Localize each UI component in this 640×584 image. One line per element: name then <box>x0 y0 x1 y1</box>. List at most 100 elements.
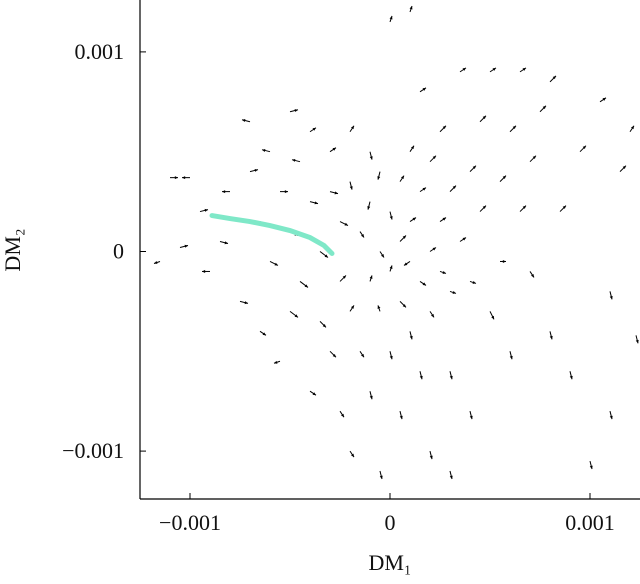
arrow-head <box>452 185 456 189</box>
arrow <box>559 205 567 212</box>
arrow-head <box>422 87 426 91</box>
arrow <box>329 147 337 153</box>
arrow-head <box>442 125 446 130</box>
arrow <box>409 145 415 152</box>
arrow-head <box>334 191 338 195</box>
arrow <box>609 411 613 420</box>
arrow-head <box>184 244 188 248</box>
arrow <box>291 158 301 163</box>
arrow-head <box>549 335 553 340</box>
arrow <box>500 259 506 263</box>
arrow <box>367 201 371 210</box>
arrow <box>349 305 355 312</box>
arrow <box>519 205 527 212</box>
arrow <box>635 335 639 344</box>
arrow <box>309 390 317 396</box>
arrow <box>619 165 627 173</box>
arrow <box>449 371 453 380</box>
arrow-head <box>482 205 486 209</box>
arrow <box>589 460 593 470</box>
arrow-head <box>304 284 308 288</box>
arrow-head <box>344 222 348 226</box>
arrow <box>182 176 190 180</box>
arrow-head <box>609 295 613 300</box>
arrow <box>429 450 433 460</box>
arrow <box>309 201 319 205</box>
arrow-head <box>340 413 344 418</box>
arrow-head <box>602 97 606 101</box>
x-tick-label: −0.001 <box>159 510 221 535</box>
arrow <box>369 391 373 400</box>
arrow-head <box>367 206 371 210</box>
arrow-head <box>389 355 393 360</box>
arrow-head <box>472 280 476 284</box>
arrow-head <box>294 109 298 113</box>
arrow-head <box>412 217 416 221</box>
arrow-head <box>369 156 373 160</box>
arrow <box>599 97 607 103</box>
arrow-head <box>380 254 384 258</box>
arrow <box>389 211 393 220</box>
arrow <box>319 321 327 328</box>
arrow <box>329 191 339 195</box>
arrow <box>429 155 437 163</box>
arrow-head <box>154 261 158 264</box>
arrow-head <box>399 415 403 420</box>
arrow <box>389 351 393 360</box>
arrow <box>369 275 373 282</box>
arrow <box>419 187 427 193</box>
arrow <box>377 171 381 180</box>
arrow-head <box>377 305 381 309</box>
arrow-head <box>452 290 456 294</box>
arrow-head <box>429 455 433 460</box>
arrow <box>379 251 385 258</box>
arrow <box>399 301 407 308</box>
arrow-head <box>402 235 406 239</box>
arrow-head <box>409 335 413 340</box>
arrow-head <box>332 353 336 358</box>
arrow <box>239 300 249 305</box>
arrow-head <box>422 282 426 286</box>
arrow <box>280 190 288 194</box>
x-tick-label: 0.001 <box>565 510 615 535</box>
arrow <box>339 410 345 418</box>
x-axis-label: DM₁ <box>368 550 411 575</box>
arrow <box>429 311 435 318</box>
arrow-head <box>502 259 506 263</box>
arrow-head <box>182 176 186 180</box>
arrow <box>309 127 317 133</box>
arrow-head <box>530 273 534 278</box>
arrow-head <box>472 165 476 169</box>
y-tick-label: −0.001 <box>62 438 124 463</box>
arrow <box>469 165 477 173</box>
arrow-head <box>469 415 473 420</box>
arrow <box>479 115 487 123</box>
arrow-head <box>389 15 393 20</box>
arrow-head <box>509 355 513 360</box>
arrow-head <box>532 155 536 159</box>
arrow-head <box>542 105 546 110</box>
arrow <box>249 168 259 173</box>
arrow <box>202 269 210 273</box>
arrow <box>579 145 587 153</box>
arrow-head <box>404 262 408 266</box>
arrow <box>569 371 573 380</box>
arrow <box>629 125 635 133</box>
arrow <box>339 275 347 282</box>
arrow <box>409 331 413 340</box>
arrow-head <box>622 165 626 169</box>
y-tick-label: 0.001 <box>75 39 125 64</box>
arrow <box>349 125 355 133</box>
arrow-head <box>262 332 266 336</box>
arrow-head <box>582 145 586 150</box>
arrow-head <box>609 415 613 420</box>
arrow-head <box>432 247 436 251</box>
arrow <box>289 310 299 318</box>
arrow-head <box>377 176 381 180</box>
arrow-head <box>174 176 178 180</box>
arrow-head <box>360 353 364 358</box>
arrow <box>529 271 535 278</box>
arrow-head <box>204 208 208 212</box>
arrow <box>539 105 547 113</box>
arrow-head <box>389 265 393 269</box>
